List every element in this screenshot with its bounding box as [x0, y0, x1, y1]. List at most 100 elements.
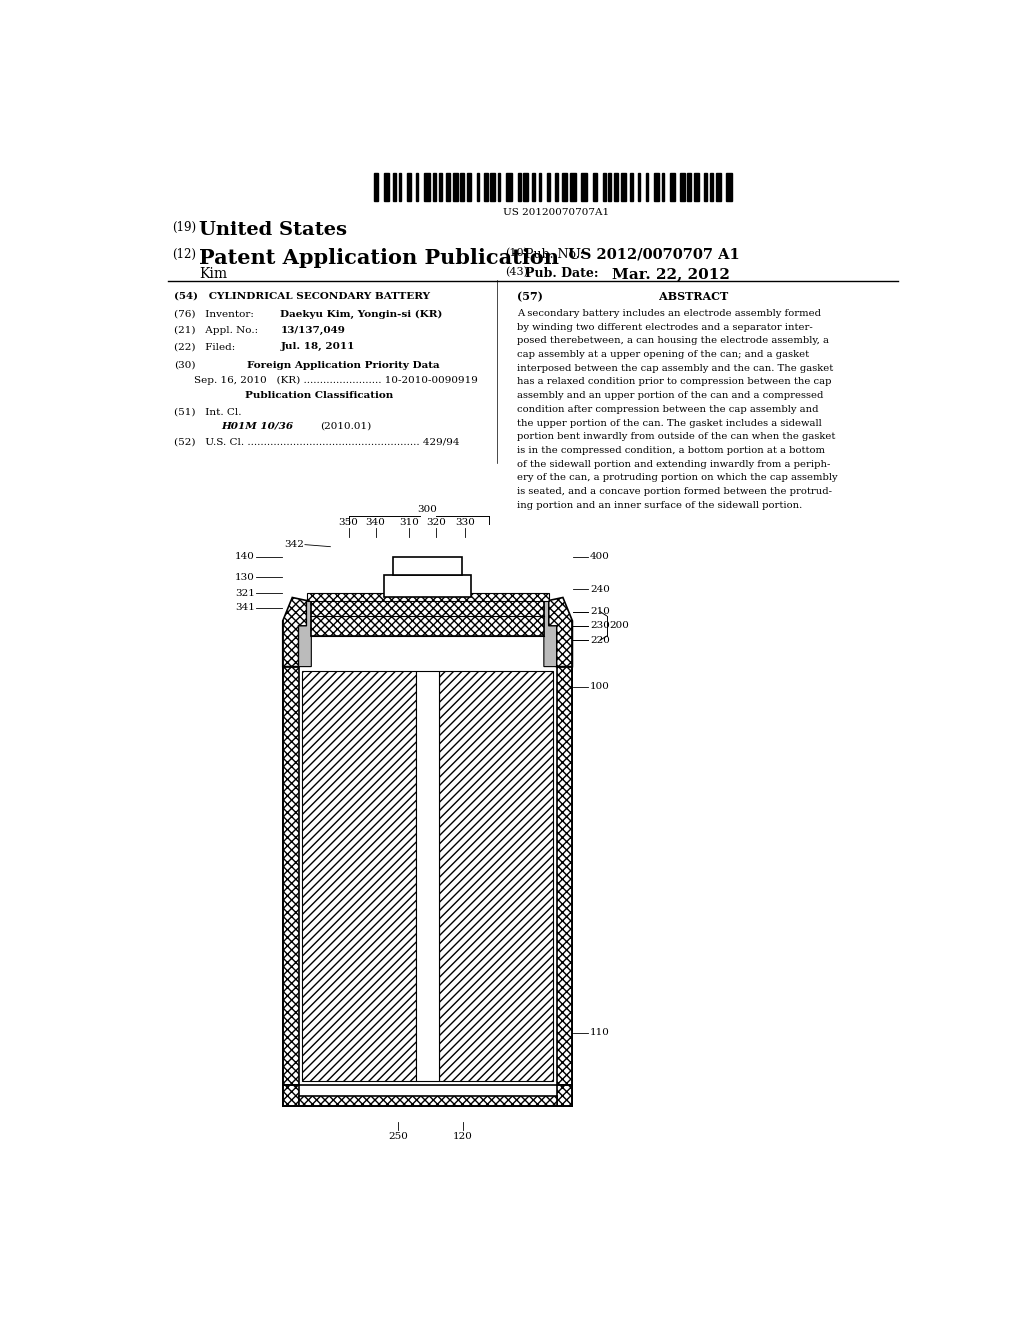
Text: ing portion and an inner surface of the sidewall portion.: ing portion and an inner surface of the …	[517, 500, 802, 510]
Bar	[710, 173, 713, 201]
Text: 110: 110	[590, 1028, 609, 1038]
Bar	[703, 173, 708, 201]
Bar	[416, 671, 439, 1081]
Text: 13/137,049: 13/137,049	[281, 326, 345, 335]
Bar	[438, 173, 442, 201]
Bar	[461, 173, 464, 201]
Text: assembly and an upper portion of the can and a compressed: assembly and an upper portion of the can…	[517, 391, 823, 400]
Text: 210: 210	[590, 607, 609, 616]
Text: Jul. 18, 2011: Jul. 18, 2011	[281, 342, 354, 351]
Bar	[687, 173, 691, 201]
Text: (51)   Int. Cl.: (51) Int. Cl.	[174, 408, 242, 416]
Text: (19): (19)	[172, 222, 196, 235]
Text: the upper portion of the can. The gasket includes a sidewall: the upper portion of the can. The gasket…	[517, 418, 821, 428]
Text: Pub. Date:: Pub. Date:	[524, 267, 598, 280]
Text: 200: 200	[609, 622, 630, 631]
Text: 350: 350	[339, 519, 358, 528]
Bar	[693, 173, 699, 201]
Text: US 2012/0070707 A1: US 2012/0070707 A1	[568, 248, 740, 261]
Bar	[416, 173, 419, 201]
Text: Foreign Application Priority Data: Foreign Application Priority Data	[247, 360, 439, 370]
Bar	[680, 173, 685, 201]
Bar	[283, 1085, 299, 1106]
Bar	[614, 173, 617, 201]
Bar	[547, 173, 550, 201]
Bar	[439, 671, 553, 1081]
Bar	[446, 173, 450, 201]
Text: 330: 330	[456, 519, 475, 528]
Text: 310: 310	[399, 519, 419, 528]
Bar	[593, 173, 597, 201]
Text: (21)   Appl. No.:: (21) Appl. No.:	[174, 326, 258, 335]
Bar	[454, 173, 458, 201]
Bar	[311, 598, 544, 636]
Text: 340: 340	[366, 519, 386, 528]
Text: portion bent inwardly from outside of the can when the gasket: portion bent inwardly from outside of th…	[517, 433, 836, 441]
Bar	[374, 173, 378, 201]
Bar	[557, 667, 572, 1085]
Text: Publication Classification: Publication Classification	[246, 391, 393, 400]
Text: 341: 341	[236, 603, 255, 612]
Text: 230: 230	[590, 622, 609, 631]
Bar	[433, 173, 435, 201]
Text: (22)   Filed:: (22) Filed:	[174, 342, 236, 351]
Bar	[283, 1085, 572, 1106]
Polygon shape	[299, 598, 311, 667]
Text: cap assembly at a upper opening of the can; and a gasket: cap assembly at a upper opening of the c…	[517, 350, 809, 359]
Bar	[608, 173, 610, 201]
Text: condition after compression between the cap assembly and: condition after compression between the …	[517, 405, 818, 414]
Bar	[717, 173, 722, 201]
Bar	[306, 594, 549, 601]
Bar	[555, 173, 558, 201]
Text: US 20120070707A1: US 20120070707A1	[504, 209, 609, 218]
Text: 220: 220	[590, 636, 609, 644]
Bar	[393, 173, 396, 201]
Bar	[398, 173, 401, 201]
Bar	[581, 173, 587, 201]
Bar	[523, 173, 528, 201]
Bar	[603, 173, 605, 201]
Bar	[467, 173, 471, 201]
Bar	[630, 173, 633, 201]
Bar	[483, 173, 488, 201]
Text: (57)                              ABSTRACT: (57) ABSTRACT	[517, 292, 728, 302]
Bar	[506, 173, 512, 201]
Text: has a relaxed condition prior to compression between the cap: has a relaxed condition prior to compres…	[517, 378, 831, 387]
Text: (54)   CYLINDRICAL SECONDARY BATTERY: (54) CYLINDRICAL SECONDARY BATTERY	[174, 292, 430, 301]
Text: 342: 342	[285, 540, 304, 549]
Text: 100: 100	[590, 682, 609, 692]
Bar	[302, 671, 416, 1081]
Text: posed therebetween, a can housing the electrode assembly, a: posed therebetween, a can housing the el…	[517, 337, 828, 346]
Polygon shape	[283, 598, 306, 667]
Text: (76)   Inventor:: (76) Inventor:	[174, 310, 254, 319]
Text: 240: 240	[590, 585, 609, 594]
Bar	[645, 173, 648, 201]
Text: (30): (30)	[174, 360, 196, 370]
Bar	[384, 576, 471, 598]
Text: 321: 321	[236, 589, 255, 598]
Text: Daekyu Kim, Yongin-si (KR): Daekyu Kim, Yongin-si (KR)	[281, 310, 442, 319]
Bar	[562, 173, 566, 201]
Bar	[393, 557, 462, 576]
Polygon shape	[544, 598, 557, 667]
Text: Mar. 22, 2012: Mar. 22, 2012	[612, 267, 730, 281]
Text: A secondary battery includes an electrode assembly formed: A secondary battery includes an electrod…	[517, 309, 821, 318]
Text: 320: 320	[426, 519, 445, 528]
Text: (43): (43)	[505, 267, 528, 277]
Text: 140: 140	[236, 552, 255, 561]
Bar	[498, 173, 500, 201]
Bar	[663, 173, 665, 201]
Text: 120: 120	[453, 1133, 473, 1140]
Text: (10): (10)	[505, 248, 528, 259]
Bar	[557, 1085, 572, 1106]
Text: Sep. 16, 2010   (KR) ........................ 10-2010-0090919: Sep. 16, 2010 (KR) .....................…	[194, 376, 478, 385]
Text: (52)   U.S. Cl. ..................................................... 429/94: (52) U.S. Cl. ..........................…	[174, 438, 460, 447]
Bar	[569, 173, 575, 201]
Text: interposed between the cap assembly and the can. The gasket: interposed between the cap assembly and …	[517, 364, 834, 372]
Bar	[476, 173, 479, 201]
Bar	[490, 173, 495, 201]
Text: United States: United States	[200, 222, 347, 239]
Text: is in the compressed condition, a bottom portion at a bottom: is in the compressed condition, a bottom…	[517, 446, 825, 455]
Text: ery of the can, a protruding portion on which the cap assembly: ery of the can, a protruding portion on …	[517, 474, 838, 483]
Text: (12): (12)	[172, 248, 196, 261]
